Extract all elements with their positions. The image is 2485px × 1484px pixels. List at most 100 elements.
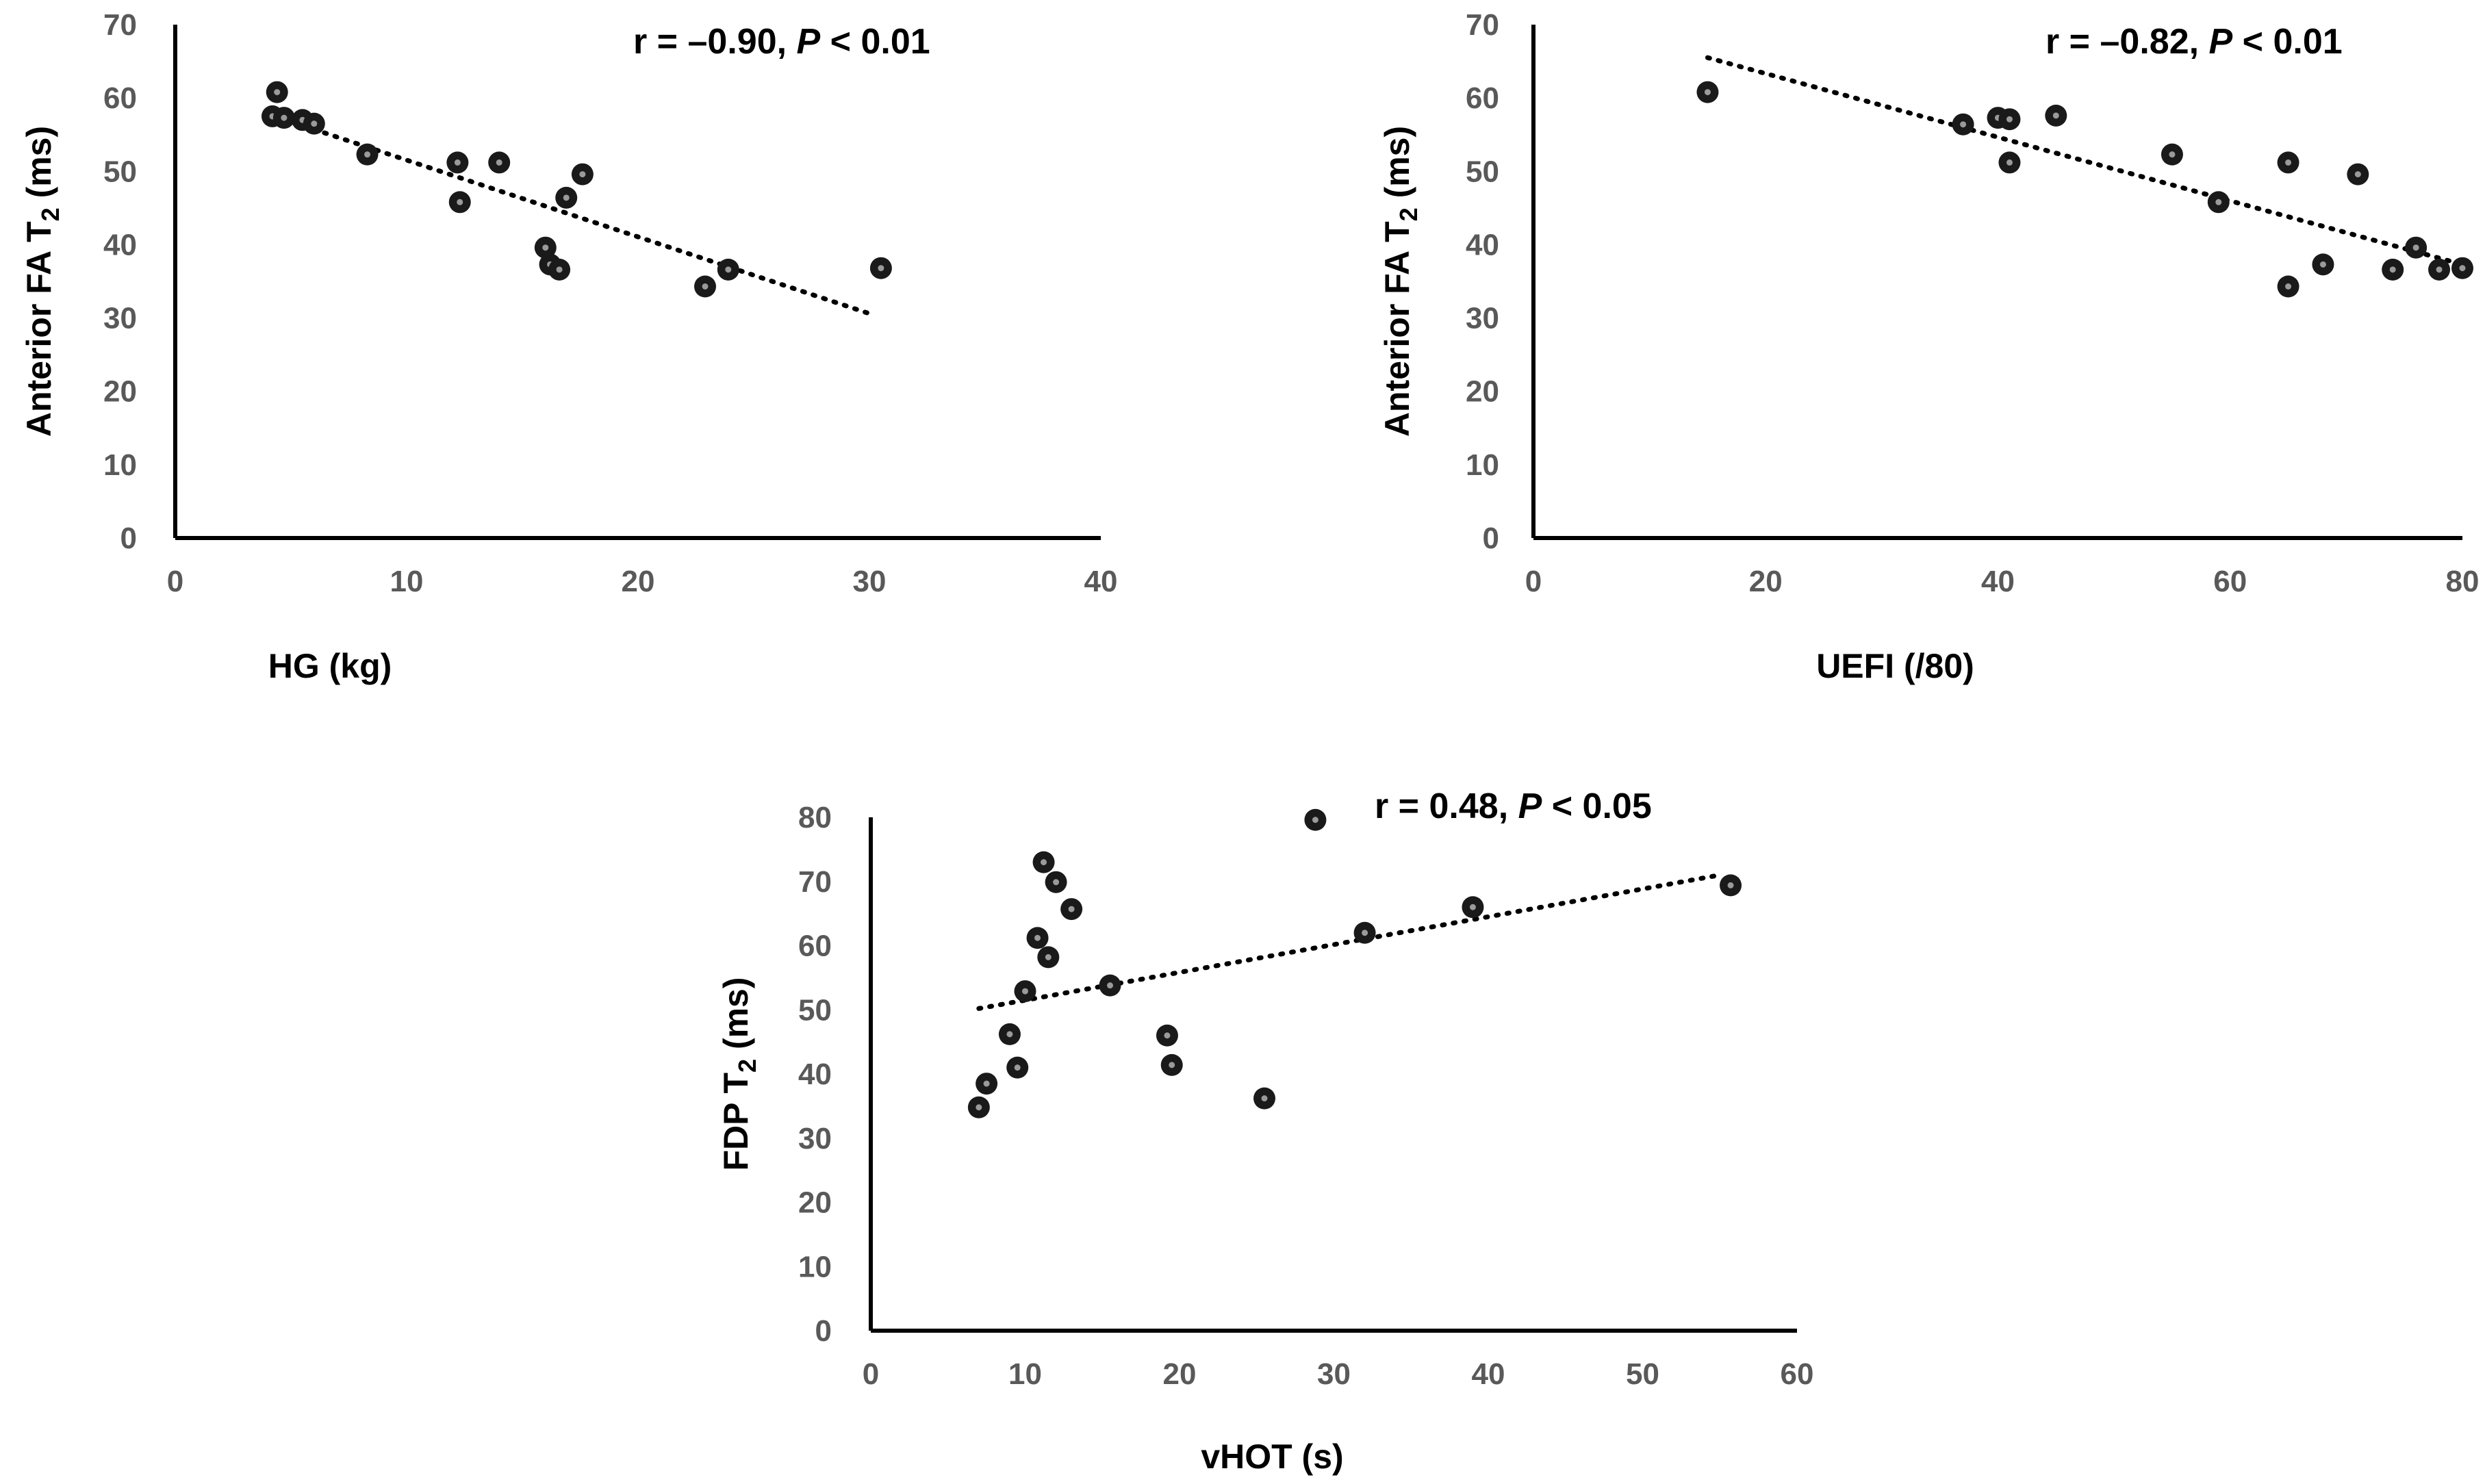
trendline [976, 872, 1722, 1011]
data-point-highlight [1727, 882, 1734, 888]
y-tick-label: 10 [1466, 448, 1499, 482]
data-point-highlight [542, 244, 549, 251]
y-tick-label: 70 [103, 8, 137, 42]
data-point-highlight [1169, 1062, 1175, 1069]
data-point-highlight [1045, 954, 1052, 960]
x-tick-label: 30 [853, 565, 887, 598]
data-point [534, 236, 557, 259]
correlation-annotation: r = –0.82, P < 0.01 [2046, 22, 2343, 62]
y-axis-title-main: Anterior FA T [1378, 221, 1416, 437]
data-point-highlight [1022, 988, 1028, 995]
y-axis-title-subscript: 2 [36, 207, 64, 221]
data-point-highlight [1704, 89, 1711, 96]
y-axis-title-main: Anterior FA T [20, 221, 58, 437]
data-point-highlight [1164, 1032, 1171, 1039]
x-tick-label: 60 [1781, 1357, 1814, 1391]
correlation-annotation: r = –0.90, P < 0.01 [633, 22, 930, 62]
data-point [998, 1023, 1021, 1045]
annotation-p-value: < 0.01 [2232, 22, 2342, 62]
y-tick-label: 0 [120, 522, 137, 555]
data-point [1696, 81, 1719, 103]
data-point-highlight [1107, 982, 1114, 989]
x-tick-label: 40 [1084, 565, 1118, 598]
data-point [1060, 898, 1083, 921]
data-point [448, 191, 471, 214]
data-point-highlight [2215, 199, 2222, 205]
data-point [1253, 1087, 1276, 1110]
annotation-p-symbol: P [1518, 786, 1542, 826]
data-point-highlight [311, 120, 318, 127]
data-point [488, 151, 511, 174]
data-point-highlight [2459, 265, 2466, 272]
data-point-highlight [454, 159, 461, 166]
data-point [1032, 851, 1055, 873]
data-point [2277, 151, 2299, 174]
data-point [2382, 258, 2404, 281]
data-point [2312, 253, 2334, 276]
data-point [266, 81, 288, 103]
data-point-highlight [556, 266, 563, 273]
y-tick-label: 20 [103, 375, 137, 409]
y-tick-label: 80 [798, 801, 832, 834]
data-point [1952, 113, 1974, 136]
data-point [1998, 151, 2021, 174]
y-axis-title-main: FDP T [717, 1073, 755, 1171]
annotation-r: r = –0.90, [633, 22, 797, 62]
data-point [2428, 258, 2451, 281]
data-point [272, 107, 295, 129]
data-point [1998, 108, 2021, 131]
data-point-highlight [2436, 266, 2443, 273]
y-tick-label: 50 [1466, 155, 1499, 188]
data-point [967, 1096, 990, 1118]
y-tick-label: 60 [798, 930, 832, 963]
annotation-p-value: < 0.01 [820, 22, 930, 62]
data-point-highlight [2319, 261, 2326, 268]
y-axis-title: Anterior FA T2 (ms) [20, 126, 64, 437]
data-point [717, 258, 739, 281]
trendline [270, 113, 872, 316]
data-point-highlight [1014, 1064, 1021, 1071]
data-point-highlight [1261, 1095, 1268, 1102]
annotation-p-symbol: P [2209, 22, 2233, 62]
data-point [1720, 874, 1742, 897]
y-axis-title-subscript: 2 [1394, 207, 1423, 221]
data-point [356, 143, 379, 166]
y-tick-label: 0 [1483, 522, 1499, 555]
data-point [548, 258, 571, 281]
data-point-highlight [364, 151, 371, 158]
y-tick-label: 20 [798, 1186, 832, 1220]
y-tick-label: 30 [1466, 302, 1499, 335]
data-point [1462, 896, 1484, 919]
data-point-highlight [1006, 1031, 1013, 1038]
data-point-highlight [2169, 151, 2176, 158]
data-point-highlight [1960, 121, 1967, 128]
y-axis-title-unit: (ms) [20, 126, 58, 207]
data-point [2277, 275, 2299, 298]
y-tick-label: 10 [103, 448, 137, 482]
data-point [2207, 191, 2230, 214]
data-point-highlight [1053, 879, 1060, 886]
y-tick-label: 40 [1466, 228, 1499, 261]
y-tick-label: 40 [103, 228, 137, 261]
y-tick-label: 50 [798, 993, 832, 1027]
data-point-highlight [983, 1080, 990, 1087]
data-point-highlight [878, 265, 884, 272]
y-tick-label: 0 [815, 1314, 832, 1348]
data-point [555, 186, 578, 209]
data-point-highlight [2006, 116, 2013, 123]
data-point-highlight [725, 266, 732, 273]
data-point-highlight [579, 171, 586, 178]
data-point-highlight [1362, 930, 1368, 936]
x-tick-label: 0 [863, 1357, 879, 1391]
data-point-highlight [274, 89, 281, 96]
data-point [2161, 143, 2183, 166]
data-point-highlight [2285, 159, 2292, 166]
data-point [869, 257, 892, 279]
correlation-annotation: r = 0.48, P < 0.05 [1375, 786, 1652, 826]
data-point [2451, 257, 2473, 279]
x-tick-label: 40 [1981, 565, 2015, 598]
y-axis-title-unit: (ms) [1378, 126, 1416, 207]
data-point-highlight [976, 1104, 982, 1111]
x-tick-label: 20 [1163, 1357, 1197, 1391]
